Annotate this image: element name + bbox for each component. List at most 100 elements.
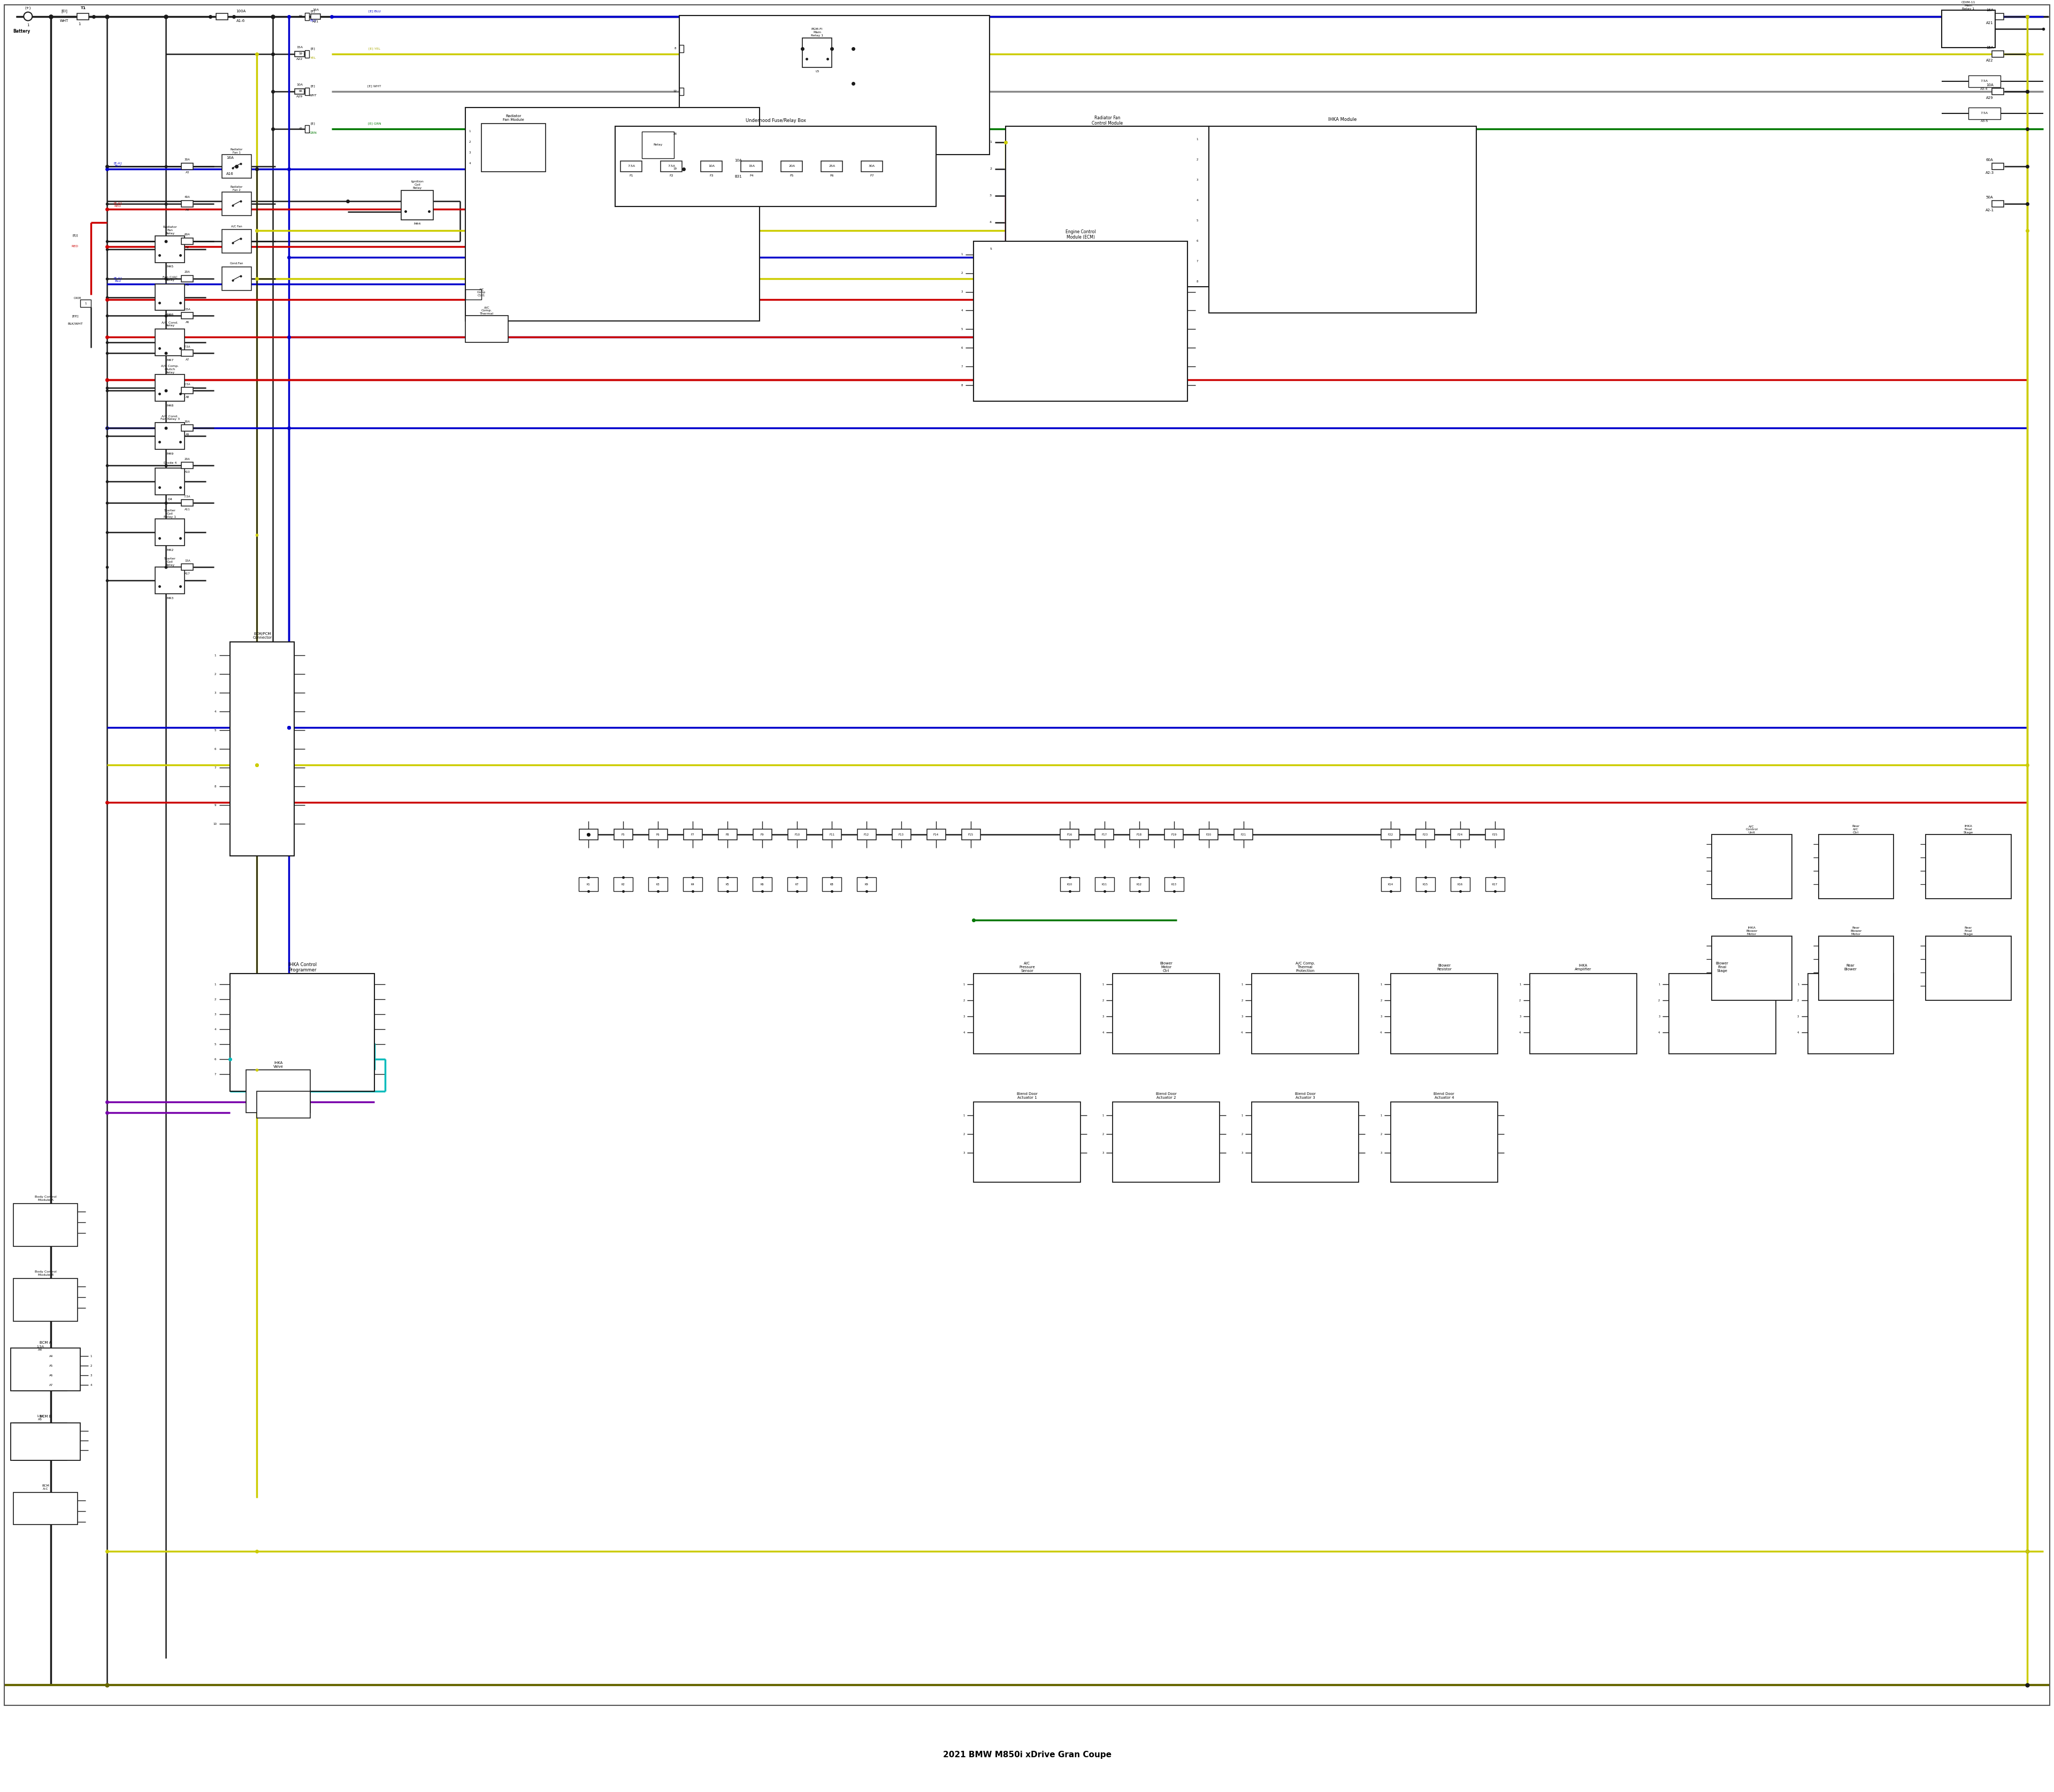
Text: Fan C/AC
Relay: Fan C/AC Relay	[162, 276, 177, 281]
Text: Blend Door
Actuator 4: Blend Door Actuator 4	[1434, 1091, 1454, 1098]
Bar	[1234, 830, 1253, 840]
Text: A10: A10	[185, 471, 191, 473]
Text: F4: F4	[587, 833, 589, 837]
Text: K8: K8	[830, 883, 834, 885]
Text: K3: K3	[655, 883, 659, 885]
Bar	[14, 1493, 78, 1525]
Text: K12: K12	[1136, 883, 1142, 885]
Text: A/C Fan: A/C Fan	[230, 224, 242, 228]
Text: 1.5A
A4: 1.5A A4	[37, 1346, 43, 1351]
Text: 7.5A: 7.5A	[668, 165, 676, 167]
Text: A9: A9	[185, 434, 189, 435]
Text: 16A: 16A	[1986, 9, 1992, 11]
Text: F1: F1	[629, 174, 633, 177]
Text: F3: F3	[709, 174, 713, 177]
Text: A22: A22	[1986, 59, 1992, 63]
Bar	[661, 161, 682, 172]
Bar	[1941, 11, 1994, 47]
Bar	[296, 52, 304, 57]
Text: A16: A16	[226, 172, 234, 176]
Text: A/C
Control
Unit: A/C Control Unit	[1746, 824, 1758, 833]
Bar	[1668, 973, 1777, 1054]
Text: 2: 2	[990, 167, 992, 170]
Bar	[1113, 1102, 1220, 1183]
Bar	[1095, 830, 1113, 840]
Bar	[257, 1091, 310, 1118]
Bar	[857, 830, 875, 840]
Bar	[14, 1423, 68, 1460]
Text: L5: L5	[815, 70, 820, 73]
Bar	[1210, 125, 1477, 314]
Text: 3: 3	[990, 194, 992, 197]
Text: 10: 10	[214, 823, 218, 826]
Text: Radiator
Fan 2: Radiator Fan 2	[230, 186, 242, 192]
Bar	[643, 131, 674, 158]
Bar	[14, 1204, 78, 1247]
Bar	[822, 161, 842, 172]
Text: A/C
Comp.
Thermal: A/C Comp. Thermal	[481, 306, 493, 315]
Text: K7: K7	[795, 883, 799, 885]
Text: K15: K15	[1423, 883, 1428, 885]
Bar	[649, 878, 668, 891]
Text: K14: K14	[1389, 883, 1393, 885]
Text: M46: M46	[166, 314, 173, 315]
Text: F5: F5	[789, 174, 793, 177]
Text: Rear
Final
Stage: Rear Final Stage	[1964, 926, 1974, 935]
Bar	[1485, 830, 1504, 840]
Bar	[1485, 878, 1506, 891]
Bar	[1165, 830, 1183, 840]
Bar	[222, 154, 251, 177]
Text: 30A: 30A	[185, 158, 191, 161]
Bar	[1992, 88, 2003, 95]
Text: 1: 1	[990, 142, 992, 143]
Text: F14: F14	[933, 833, 939, 837]
Text: Body Control
Module B: Body Control Module B	[35, 1271, 58, 1276]
Text: A6: A6	[49, 1374, 53, 1376]
Bar	[1450, 830, 1469, 840]
Text: 2021 BMW M850i xDrive Gran Coupe: 2021 BMW M850i xDrive Gran Coupe	[943, 1751, 1111, 1758]
Bar	[1165, 878, 1183, 891]
Text: A3-5: A3-5	[1980, 120, 1988, 122]
Bar	[156, 375, 185, 401]
Text: [E]: [E]	[310, 84, 316, 88]
Text: A21: A21	[1986, 22, 1992, 25]
Text: IHKA
Final
Stage: IHKA Final Stage	[1964, 824, 1974, 833]
Text: BLU: BLU	[310, 20, 316, 22]
Text: 7.5A: 7.5A	[1980, 111, 1988, 115]
Text: 28: 28	[674, 133, 678, 136]
Text: A6: A6	[185, 321, 189, 324]
Text: 1.5A
A5: 1.5A A5	[37, 1414, 43, 1421]
Text: YEL: YEL	[310, 57, 316, 59]
Text: Starter
Coil
Relay 1: Starter Coil Relay 1	[164, 509, 177, 518]
Text: Blower
Motor
Ctrl: Blower Motor Ctrl	[1161, 962, 1173, 973]
Bar	[926, 830, 945, 840]
Bar	[310, 14, 320, 20]
Bar	[181, 163, 193, 168]
Text: F11: F11	[830, 833, 834, 837]
Text: IHKA
Blower
Motor: IHKA Blower Motor	[1746, 926, 1758, 935]
Text: K9: K9	[865, 883, 869, 885]
Text: Rear
A/C
Ctrl: Rear A/C Ctrl	[1853, 824, 1859, 833]
Bar	[1925, 935, 2011, 1000]
Text: F10: F10	[795, 833, 799, 837]
Circle shape	[25, 13, 33, 22]
Text: Blower
Final
Stage: Blower Final Stage	[1715, 962, 1729, 973]
Text: A3: A3	[185, 172, 189, 174]
Bar	[680, 16, 990, 154]
Text: 30A: 30A	[869, 165, 875, 167]
Text: GRN: GRN	[310, 131, 316, 134]
Text: [E-A]
BLU: [E-A] BLU	[113, 276, 121, 283]
Text: RED: RED	[72, 246, 78, 247]
Text: [EI]: [EI]	[62, 9, 68, 13]
Text: 7.5A: 7.5A	[1980, 79, 1988, 82]
Text: K11: K11	[1101, 883, 1107, 885]
Text: A/C Comp.
Thermal
Protection: A/C Comp. Thermal Protection	[1296, 962, 1315, 973]
Text: M48: M48	[166, 405, 173, 407]
Bar	[306, 125, 310, 133]
Text: F6: F6	[655, 833, 659, 837]
Text: 4: 4	[990, 220, 992, 224]
Text: F9: F9	[760, 833, 764, 837]
Bar	[700, 161, 723, 172]
Text: K16: K16	[1458, 883, 1462, 885]
Text: IHKA Control
Programmer: IHKA Control Programmer	[288, 962, 316, 973]
